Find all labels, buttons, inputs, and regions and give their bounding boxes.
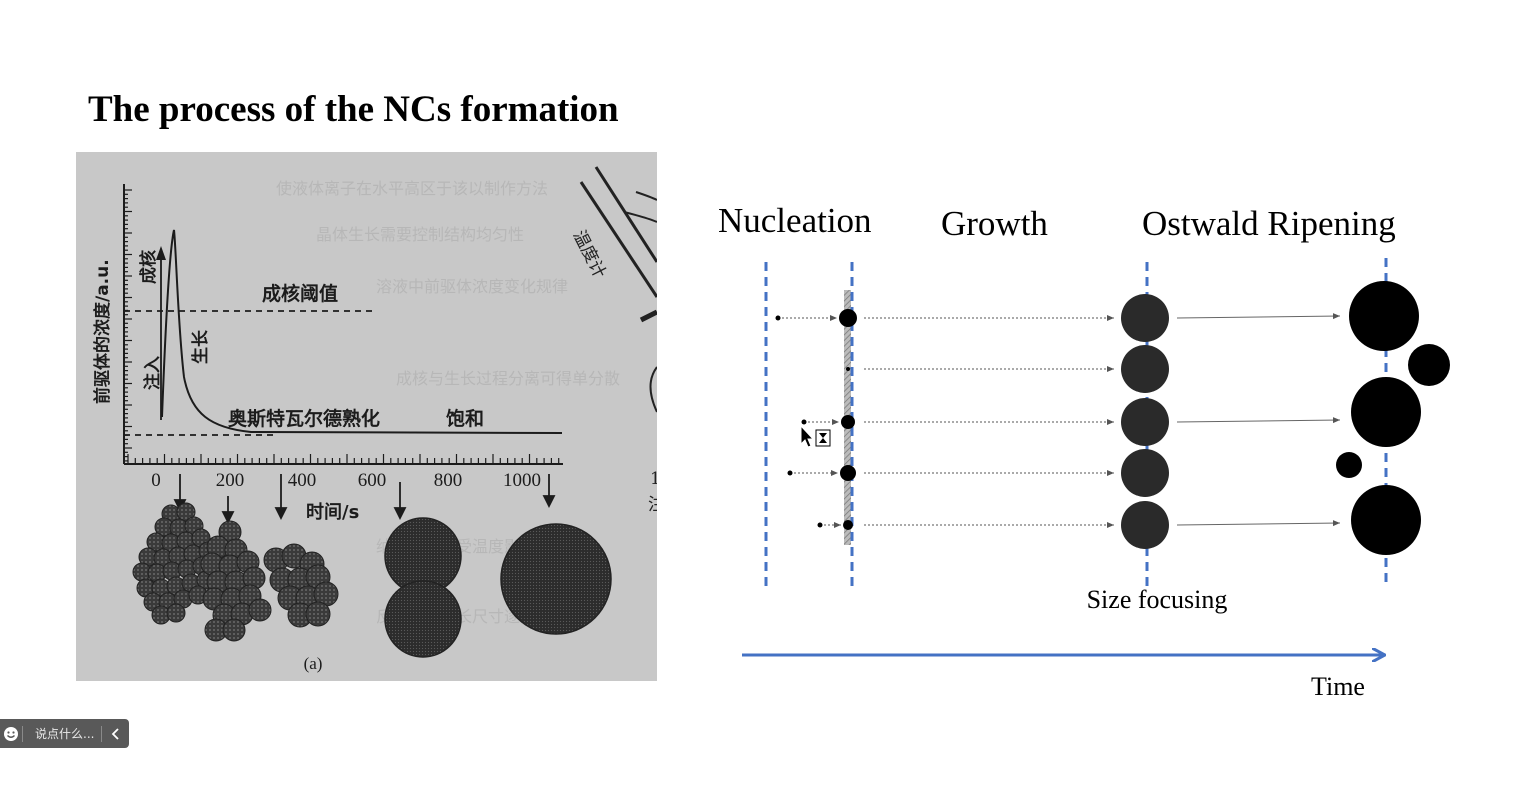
nucleus — [843, 520, 853, 530]
particle-cluster-medium — [200, 520, 272, 642]
stage-label-nucleation: Nucleation — [718, 201, 872, 240]
nucleation-label: 成核 — [138, 250, 159, 284]
monomer-dot — [787, 470, 793, 476]
chevron-left-icon[interactable] — [102, 719, 129, 748]
stage-label-ostwald-ripening: Ostwald Ripening — [1142, 204, 1396, 243]
growth-label: 生长 — [190, 329, 211, 364]
x-tick-label: 400 — [288, 470, 317, 491]
monomer-dot — [801, 419, 807, 425]
ripened-particles — [1336, 281, 1450, 555]
grown-particle — [1121, 294, 1169, 342]
chat-bar-divider — [22, 725, 23, 742]
ripened-particle — [1349, 281, 1419, 351]
size-focusing-label: Size focusing — [1087, 585, 1228, 614]
injection-arrowhead — [156, 246, 166, 260]
stage-arrows — [173, 474, 556, 525]
cluster-particle — [222, 618, 246, 642]
side-mark: 注 — [648, 495, 657, 515]
nucleus — [839, 309, 857, 327]
bg-text-line: 晶体生长需要控制结构均匀性 — [316, 225, 524, 244]
y-axis-label: 前驱体的浓度/a.u. — [92, 259, 113, 404]
chat-bar-divider — [101, 725, 102, 742]
grown-particle — [1121, 449, 1169, 497]
grown-particle — [1121, 398, 1169, 446]
cluster-particle — [166, 603, 186, 623]
slide-title: The process of the NCs formation — [88, 89, 619, 130]
chat-input[interactable]: 说点什么... — [35, 727, 95, 741]
ripened-particle — [1408, 344, 1450, 386]
saturation-label: 饱和 — [446, 407, 484, 430]
x-tick-label: 1000 — [503, 470, 541, 491]
y-axis-ticks — [124, 189, 132, 462]
formation-schematic: Nucleation Growth Ostwald Ripening Size … — [718, 201, 1450, 701]
x-tick-labels: 0 200 400 600 800 1000 — [151, 470, 541, 491]
nucleus — [840, 465, 856, 481]
ripening-arrow — [1176, 313, 1341, 320]
smiley-icon[interactable] — [0, 719, 22, 748]
x-tick-label: 200 — [216, 470, 245, 491]
apparatus-sketch — [579, 166, 657, 413]
particle-cluster-small — [132, 502, 226, 625]
x-tick-label: 0 — [151, 470, 161, 491]
textbook-figure: 使液体离子在水平高区于该以制作方法 晶体生长需要控制结构均匀性 溶液中前驱体浓度… — [76, 152, 657, 681]
monomer-dot — [817, 522, 823, 528]
injection-label: 注入 — [142, 356, 163, 390]
ripened-particle — [1336, 452, 1362, 478]
particle-single-largest — [500, 523, 612, 635]
monomer-dot — [775, 315, 781, 321]
x-tick-label: 600 — [358, 470, 387, 491]
cluster-particle — [305, 601, 331, 627]
particle-cluster-medium — [263, 543, 339, 628]
ripening-arrow — [1176, 417, 1341, 424]
bg-text-line: 成核与生长过程分离可得单分散 — [396, 369, 620, 388]
grown-particle — [1121, 501, 1169, 549]
ripened-particle — [1351, 377, 1421, 447]
time-label: Time — [1311, 672, 1365, 701]
grown-particle — [1121, 345, 1169, 393]
particle-pair-large — [384, 517, 462, 658]
stage-label-growth: Growth — [941, 204, 1048, 243]
nucleus — [846, 367, 850, 371]
x-axis-ticks — [127, 454, 560, 464]
bg-text-line: 溶液中前驱体浓度变化规律 — [376, 277, 568, 296]
concentration-curve — [161, 229, 563, 434]
cluster-particle — [248, 598, 272, 622]
bg-text-line: 使液体离子在水平高区于该以制作方法 — [276, 179, 548, 198]
chat-bar[interactable]: 说点什么... — [0, 719, 129, 748]
mouse-cursor-icon — [800, 424, 831, 448]
textbook-figure-photo: 使液体离子在水平高区于该以制作方法 晶体生长需要控制结构均匀性 溶液中前驱体浓度… — [76, 152, 657, 681]
ripened-particle — [1351, 485, 1421, 555]
side-mark: 1 — [650, 469, 657, 489]
particle-rows — [775, 294, 1341, 549]
ripening-label: 奥斯特瓦尔德熟化 — [228, 407, 380, 430]
threshold-label: 成核阈值 — [262, 282, 338, 305]
figure-caption: (a) — [304, 654, 323, 673]
x-axis-label: 时间/s — [306, 502, 359, 523]
ripening-arrow — [1176, 520, 1341, 527]
nucleus — [841, 415, 855, 429]
x-tick-label: 800 — [434, 470, 463, 491]
